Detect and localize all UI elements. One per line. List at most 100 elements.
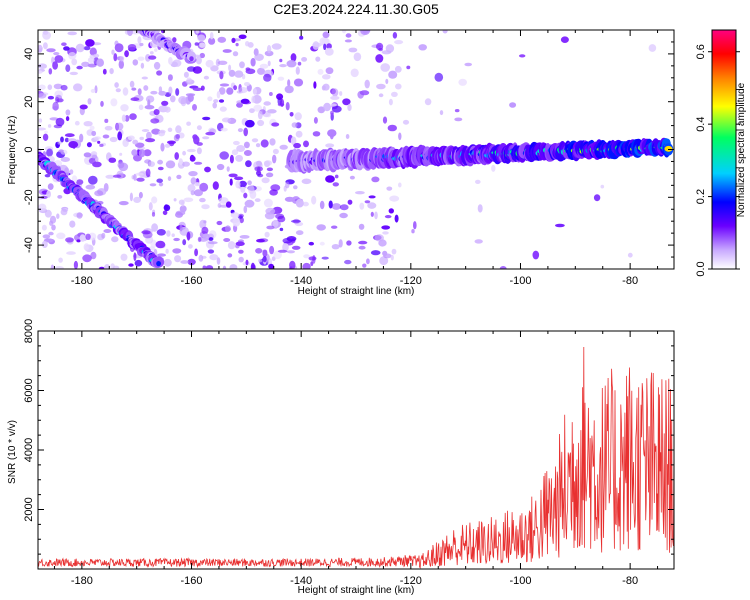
noise-blob <box>264 212 275 220</box>
snr-y-axis-label: SNR (10 * v/v) <box>7 420 18 484</box>
noise-blob <box>245 259 249 266</box>
noise-blob <box>122 87 129 96</box>
noise-blob <box>38 93 47 99</box>
noise-blob <box>201 226 209 235</box>
noise-blob <box>216 220 223 226</box>
noise-blob <box>60 84 68 91</box>
x-tick-label: -80 <box>622 275 638 287</box>
noise-blob <box>279 144 288 150</box>
noise-blob <box>360 30 370 36</box>
noise-blob <box>205 59 214 68</box>
noise-blob <box>264 160 270 168</box>
noise-blob <box>295 230 304 236</box>
noise-blob <box>156 70 163 76</box>
noise-blob <box>209 254 219 261</box>
noise-blob <box>60 157 70 162</box>
noise-blob <box>237 128 243 133</box>
noise-blob <box>38 118 43 123</box>
signal-track-1 <box>38 151 165 269</box>
noise-blob <box>302 262 311 269</box>
noise-blob <box>200 85 205 91</box>
noise-blob <box>119 152 123 156</box>
colorbar-ticks: 0.0 0.2 0.4 0.6 <box>695 44 740 277</box>
noise-blob <box>52 101 59 111</box>
track-core <box>189 56 194 62</box>
noise-blob <box>89 47 97 56</box>
noise-blob <box>65 237 74 243</box>
noise-blob <box>244 199 255 208</box>
noise-blob <box>499 266 507 269</box>
noise-blob <box>250 262 255 269</box>
noise-blob <box>244 119 255 128</box>
noise-blob <box>179 205 187 213</box>
noise-blob <box>367 202 377 209</box>
noise-blob <box>385 78 389 84</box>
noise-blob <box>272 148 279 155</box>
noise-blob <box>140 62 145 69</box>
noise-blob <box>122 139 129 147</box>
noise-blob <box>104 118 109 123</box>
noise-blob <box>157 253 166 257</box>
noise-blob <box>418 44 428 51</box>
noise-blob <box>114 82 119 88</box>
noise-blob <box>347 103 352 111</box>
colorbar-tick-label: 0.4 <box>695 117 707 132</box>
noise-blob <box>75 43 85 53</box>
noise-blob <box>359 202 365 210</box>
noise-blob <box>230 212 240 219</box>
noise-blob <box>208 37 216 45</box>
noise-blob <box>313 81 317 89</box>
y-tick-label: 20 <box>23 96 35 108</box>
spectrogram-y-ticks: -40 -20 0 20 40 <box>23 41 674 258</box>
noise-blob <box>188 244 193 249</box>
noise-blob <box>247 180 252 186</box>
noise-blob <box>162 210 168 216</box>
noise-blob <box>87 98 92 105</box>
noise-blob <box>209 32 214 40</box>
noise-blob <box>187 66 196 72</box>
noise-blob <box>84 246 89 250</box>
x-tick-label: -80 <box>622 575 638 587</box>
noise-blob <box>218 87 226 95</box>
noise-blob <box>233 85 238 91</box>
noise-blob <box>328 200 333 209</box>
noise-blob <box>256 238 265 243</box>
noise-blob <box>48 68 53 75</box>
noise-blob <box>139 136 144 141</box>
noise-blob <box>261 177 270 184</box>
noise-blob <box>322 74 331 80</box>
noise-blob <box>149 51 154 55</box>
noise-blob <box>364 79 370 89</box>
noise-blob <box>235 241 245 246</box>
noise-blob <box>279 58 283 63</box>
noise-blob <box>68 52 77 60</box>
noise-blob <box>41 224 47 231</box>
noise-blob <box>345 33 352 38</box>
noise-blob <box>205 265 214 269</box>
track-core <box>136 23 142 27</box>
colorbar: 0.0 0.2 0.4 0.6 Normalized spectral amplitu… <box>695 29 747 277</box>
noise-blob <box>186 121 192 126</box>
noise-blob <box>321 256 329 260</box>
noise-blob <box>187 184 196 192</box>
track-core <box>135 30 140 31</box>
noise-blob <box>208 237 214 241</box>
noise-blob <box>402 119 410 125</box>
noise-blob <box>225 201 232 208</box>
noise-blob <box>311 195 317 205</box>
noise-blob <box>232 51 239 57</box>
noise-blob <box>301 57 308 62</box>
noise-blob <box>85 39 95 47</box>
noise-blob <box>279 227 284 232</box>
noise-blob <box>238 256 244 263</box>
chart-title: C2E3.2024.224.11.30.G05 <box>273 1 439 17</box>
x-tick-label: -100 <box>509 575 531 587</box>
noise-blob <box>110 98 118 107</box>
noise-blob <box>143 149 152 157</box>
noise-blob <box>192 87 203 92</box>
noise-blob <box>127 30 133 37</box>
noise-blob <box>240 99 250 104</box>
noise-blob <box>293 78 304 87</box>
noise-blob <box>381 225 391 230</box>
noise-blob <box>290 53 297 62</box>
